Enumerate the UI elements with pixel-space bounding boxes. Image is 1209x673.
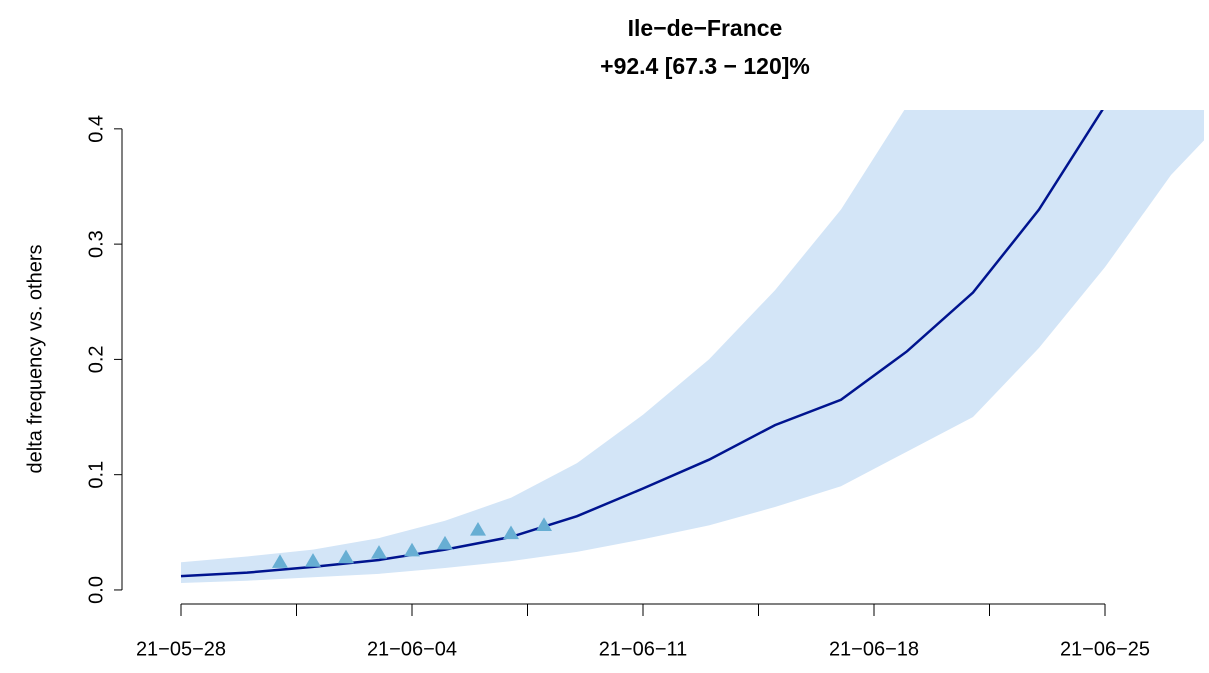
y-tick-label: 0.2 xyxy=(85,345,107,373)
observed-point xyxy=(470,522,486,536)
observed-point xyxy=(338,549,354,564)
y-tick-label: 0.0 xyxy=(85,576,107,604)
fit-line xyxy=(180,110,1104,578)
observed-point xyxy=(437,535,453,550)
x-tick-label: 21−06−18 xyxy=(829,638,919,660)
chart-title: Ile−de−France xyxy=(628,15,783,41)
y-tick-label: 0.1 xyxy=(85,461,107,489)
x-tick-label: 21−06−04 xyxy=(367,638,457,660)
y-tick-label: 0.3 xyxy=(85,230,107,258)
confidence-band xyxy=(181,110,1204,584)
y-axis-label: delta frequency vs. others xyxy=(24,244,46,473)
observed-point xyxy=(305,553,321,567)
y-tick-label: 0.4 xyxy=(85,115,107,143)
observed-point xyxy=(272,554,288,568)
observed-point xyxy=(536,517,552,531)
x-tick-label: 21−06−25 xyxy=(1060,638,1150,660)
x-tick-label: 21−05−28 xyxy=(136,638,226,660)
observed-point xyxy=(371,545,387,559)
plot-area xyxy=(180,110,1204,584)
observed-point xyxy=(404,542,420,557)
chart-subtitle: +92.4 [67.3 − 120]% xyxy=(600,53,810,79)
observed-point xyxy=(503,525,519,540)
x-tick-label: 21−06−11 xyxy=(599,638,688,660)
